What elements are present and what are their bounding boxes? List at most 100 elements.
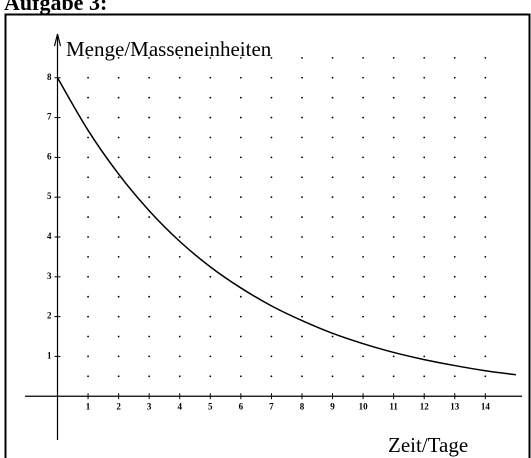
grid-dot xyxy=(209,176,212,179)
grid-dot xyxy=(331,295,334,298)
grid-dot xyxy=(209,76,212,79)
grid-dot xyxy=(209,375,212,378)
grid-dot xyxy=(209,255,212,258)
grid-dot xyxy=(484,136,487,139)
grid-dot xyxy=(392,355,395,358)
grid-dot xyxy=(423,76,426,79)
grid-dot xyxy=(392,375,395,378)
grid-dot xyxy=(392,156,395,159)
grid-dot xyxy=(301,375,303,378)
grid-dot xyxy=(117,176,120,179)
grid-dot xyxy=(423,136,426,139)
grid-dot xyxy=(178,136,181,139)
grid-dot xyxy=(148,156,151,159)
grid-dot xyxy=(392,56,395,59)
grid-dot xyxy=(423,335,426,338)
x-tick-label: 7 xyxy=(269,401,274,411)
grid-dot xyxy=(484,355,487,358)
grid-dot xyxy=(178,335,181,338)
grid-dot xyxy=(301,295,303,298)
grid-dot xyxy=(117,96,120,99)
grid-dot xyxy=(148,136,151,139)
grid-dot xyxy=(392,236,395,238)
grid-dot xyxy=(148,96,151,99)
x-tick-label: 11 xyxy=(389,401,398,411)
x-tick-label: 1 xyxy=(86,401,91,411)
grid-dot xyxy=(87,236,89,238)
y-tick-label: 6 xyxy=(47,151,52,161)
grid-dot xyxy=(209,196,212,199)
x-tick-label: 4 xyxy=(177,401,182,411)
grid-dot xyxy=(423,116,426,119)
grid-dot xyxy=(148,56,151,59)
grid-dot xyxy=(209,96,212,99)
grid-dot xyxy=(209,56,212,59)
grid-dot xyxy=(148,315,151,318)
grid-dot xyxy=(392,335,395,338)
grid-dot xyxy=(331,275,334,278)
grid-dot xyxy=(453,56,456,59)
grid-dot xyxy=(331,116,334,119)
grid-dot xyxy=(301,275,303,278)
grid-dot xyxy=(117,255,120,258)
grid-dot xyxy=(331,136,334,139)
grid-dot xyxy=(423,236,426,238)
grid-dot xyxy=(301,96,303,99)
grid-dot xyxy=(453,176,456,179)
grid-dot xyxy=(270,335,273,338)
grid-dot xyxy=(178,315,181,318)
grid-dot xyxy=(301,116,303,119)
grid-dot xyxy=(423,315,426,318)
grid-dot xyxy=(209,156,212,159)
grid-dot xyxy=(301,355,303,358)
grid-dot xyxy=(148,116,151,119)
y-tick-label: 4 xyxy=(47,231,52,241)
x-tick-label: 14 xyxy=(481,401,491,411)
grid-dot xyxy=(270,196,273,199)
grid-dot xyxy=(239,335,242,338)
grid-dot xyxy=(117,196,120,199)
grid-dot xyxy=(331,335,334,338)
grid-dot xyxy=(87,136,89,139)
grid-dot xyxy=(453,156,456,159)
grid-dot xyxy=(453,216,456,218)
grid-dot xyxy=(392,96,395,99)
grid-dot xyxy=(270,76,273,79)
grid-dot xyxy=(484,375,487,378)
grid-dot xyxy=(178,116,181,119)
grid-dot xyxy=(453,236,456,238)
grid-dot xyxy=(117,335,120,338)
grid-dot xyxy=(362,136,364,139)
y-tick-label: 5 xyxy=(47,191,52,201)
grid-dot xyxy=(484,295,487,298)
grid-dot xyxy=(484,275,487,278)
grid-dot xyxy=(270,156,273,159)
grid-dot xyxy=(301,76,303,79)
grid-dot xyxy=(331,76,334,79)
grid-dot xyxy=(362,176,364,179)
grid-dot xyxy=(331,315,334,318)
x-tick-label: 13 xyxy=(450,401,460,411)
grid-dot xyxy=(87,275,89,278)
grid-dot xyxy=(484,176,487,179)
grid-dot xyxy=(362,96,364,99)
grid-dot xyxy=(331,156,334,159)
grid-dot xyxy=(209,136,212,139)
grid-dot xyxy=(331,236,334,238)
grid-dot xyxy=(484,116,487,119)
grid-dot xyxy=(270,315,273,318)
grid-dot xyxy=(331,96,334,99)
grid-dot xyxy=(484,255,487,258)
grid-dot xyxy=(423,275,426,278)
grid-dot xyxy=(148,216,151,218)
grid-dot xyxy=(117,136,120,139)
grid-dot xyxy=(239,315,242,318)
grid-dot xyxy=(453,136,456,139)
grid-dot xyxy=(87,156,89,159)
grid-dot xyxy=(178,176,181,179)
grid-dot xyxy=(87,355,89,358)
grid-dot xyxy=(301,136,303,139)
grid-dot xyxy=(392,216,395,218)
grid-dot xyxy=(484,216,487,218)
grid-dot xyxy=(117,76,120,79)
